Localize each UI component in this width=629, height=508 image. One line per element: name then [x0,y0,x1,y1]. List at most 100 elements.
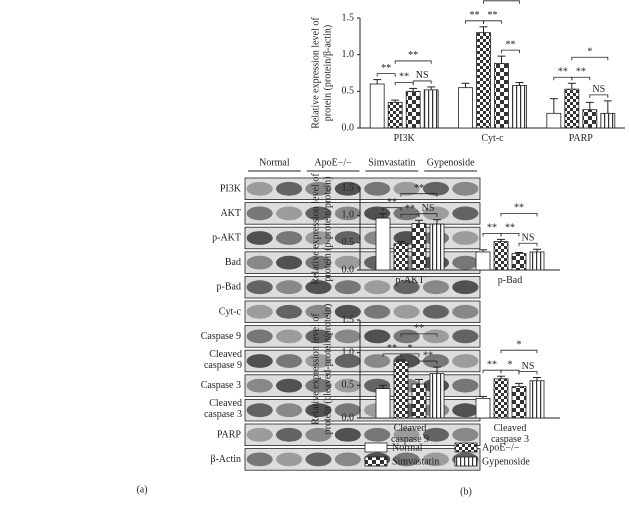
significance-label: ** [405,204,415,215]
significance-bracket [571,76,591,81]
significance-bracket [394,82,414,86]
blot-band [334,378,361,393]
blot-band [276,181,303,196]
blot-band [246,255,273,270]
blot-band [305,280,332,295]
bar [493,241,509,271]
significance-label: ** [414,183,424,194]
blot-band [364,181,391,196]
significance-label: ** [381,63,391,74]
blot-band [305,329,332,344]
significance-bracket [482,232,502,237]
blot-band [393,329,420,344]
blot-band [393,206,420,221]
blot-row-label: Caspase 3 [201,380,241,391]
bar [458,87,473,129]
blot-band [246,304,273,319]
blot-band [422,427,449,442]
blot-band [276,329,303,344]
blot-band [334,403,361,418]
significance-label: * [408,343,413,354]
blot-band [452,329,479,344]
bar [529,251,545,271]
blot-row-label: Cyt-c [219,306,242,317]
significance-bracket [465,20,484,24]
blot-band [305,378,332,393]
blot-band [246,427,273,442]
legend-swatch [454,442,478,453]
blot-band [452,280,479,295]
blot-band [276,403,303,418]
blot-band [276,452,303,467]
bar [582,109,598,129]
blot-band [334,255,361,270]
y-tick-label: 1.5 [342,12,355,23]
bar [564,88,580,129]
legend-label: Simvastatin [392,456,439,467]
y-axis-label: Relative expression level of [310,17,321,129]
significance-label: * [587,47,592,58]
bar [375,388,391,419]
blot-band [246,452,273,467]
blot-band [364,206,391,221]
blot-band [393,427,420,442]
bar [411,383,427,419]
blot-row-label: PARP [217,429,242,440]
x-tick-label: Cyt-c [481,133,504,144]
bar [393,360,409,419]
significance-bracket [483,0,520,4]
blot-row-label: p-AKT [212,232,241,243]
blot-band [452,403,479,418]
y-tick-label: 0.0 [342,412,355,423]
x-tick-label: PARP [568,133,593,144]
x-tick-label: Cleaved caspase 3 [490,423,530,445]
blot-band [334,181,361,196]
blot-band [246,206,273,221]
bar [493,378,509,419]
blot-band [422,181,449,196]
bar [512,85,527,129]
blot-box [244,177,481,201]
x-tick-label: p-Bad [498,275,522,286]
significance-label: ** [487,359,497,370]
blot-band [276,354,303,368]
blot-band [422,329,449,344]
y-tick-label: 0.5 [342,237,355,248]
bar [546,112,562,129]
blot-band [422,280,449,295]
legend-label: Gypenoside [482,456,530,467]
significance-label: ** [514,203,524,214]
significance-label: ** [558,67,568,78]
significance-bracket [518,242,538,247]
significance-bracket [500,212,538,217]
blot-band [246,181,273,196]
significance-label: NS [592,84,605,95]
significance-bracket [412,80,432,84]
significance-bracket [500,369,520,374]
significance-bracket [483,20,502,24]
x-tick-label: PI3K [393,133,415,144]
blot-group-label: Normal [259,157,290,168]
legend-swatch [364,442,388,453]
y-axis-label: protein (p-protein/protein) [322,176,333,281]
significance-bracket [482,369,502,374]
blot-band [452,427,479,442]
bar [600,112,616,129]
bar [476,32,491,129]
x-tick-label: Cleaved caspase 9 [390,423,430,445]
y-tick-label: 1.5 [342,314,355,325]
y-axis-label: Relative expression level of [310,313,321,425]
y-tick-label: 0.5 [342,380,355,391]
significance-label: ** [506,39,516,50]
significance-bracket [501,49,520,54]
blot-box [244,423,481,447]
legend-label: Normal [392,442,423,453]
significance-bracket [589,94,609,98]
bar [529,380,545,419]
blot-group-label: Gypenoside [427,157,475,168]
blot-band [305,304,332,319]
bar [494,63,509,129]
blot-band [276,280,303,295]
blot-box [244,448,481,471]
y-tick-label: 0.0 [342,122,355,133]
